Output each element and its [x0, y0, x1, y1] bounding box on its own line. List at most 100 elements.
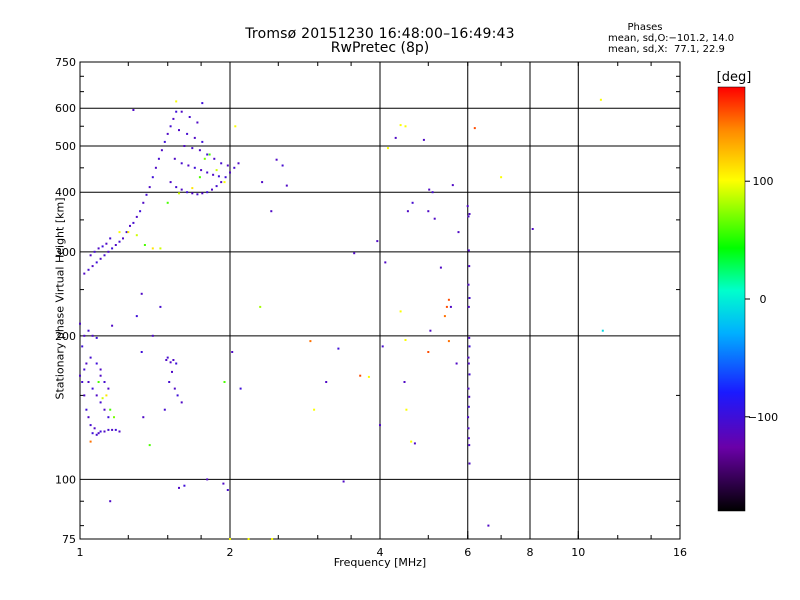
data-point [135, 315, 138, 318]
data-point [97, 381, 100, 383]
data-point [95, 394, 98, 397]
data-point [447, 340, 450, 343]
data-point [281, 164, 284, 167]
data-point [381, 345, 384, 348]
data-point [247, 538, 250, 540]
y-tick-label: 75 [62, 533, 76, 546]
data-points [79, 98, 604, 540]
data-point [447, 298, 450, 301]
data-point [160, 149, 163, 152]
data-point [135, 234, 138, 237]
data-point [439, 266, 442, 269]
colorbar-ticks: 100 0 −100 [745, 175, 778, 424]
data-point [206, 171, 209, 174]
data-point [173, 387, 176, 390]
data-point [157, 157, 160, 160]
data-point [175, 110, 178, 113]
data-point [99, 374, 102, 377]
data-point [107, 387, 110, 390]
x-tick-label: 2 [227, 546, 234, 559]
data-point [95, 433, 98, 436]
data-point [422, 138, 425, 141]
data-point [180, 162, 183, 165]
data-point [175, 100, 178, 103]
data-point [178, 486, 180, 489]
data-point [89, 424, 92, 427]
data-point [175, 186, 178, 189]
data-point [215, 169, 218, 172]
data-point [191, 147, 194, 150]
data-point [103, 381, 106, 383]
data-point [107, 250, 110, 253]
data-point [223, 181, 226, 184]
data-point [270, 210, 273, 213]
data-point [99, 401, 102, 404]
data-point [191, 192, 194, 195]
data-point [139, 210, 142, 213]
data-point [468, 444, 471, 447]
y-axis-label: Stationary phase Virtual Height [km] [53, 197, 67, 400]
data-point [79, 374, 81, 377]
data-point [183, 145, 186, 147]
x-tick-label: 16 [673, 546, 687, 559]
data-point [101, 245, 104, 248]
data-point [467, 437, 470, 440]
data-point [132, 109, 135, 111]
data-point [103, 254, 106, 257]
data-point [467, 427, 470, 430]
data-point [467, 387, 470, 390]
data-point [206, 153, 209, 156]
data-point [467, 405, 470, 408]
colorbar [717, 86, 746, 512]
data-point [97, 432, 100, 435]
data-point [113, 416, 115, 419]
data-point [85, 362, 88, 365]
data-point [105, 242, 108, 245]
data-point [176, 394, 179, 397]
data-point [109, 500, 112, 503]
data-point [457, 231, 460, 234]
phases-title: Phases [627, 22, 663, 33]
data-point [111, 247, 114, 250]
data-point [89, 356, 92, 359]
data-point [180, 188, 183, 191]
x-tick-label: 8 [527, 546, 534, 559]
data-point [309, 340, 312, 343]
data-point [467, 283, 470, 286]
data-point [142, 201, 145, 204]
data-point [403, 381, 406, 383]
data-point [468, 297, 471, 299]
data-point [196, 193, 199, 196]
data-point [433, 217, 436, 220]
data-point [237, 162, 240, 165]
x-axis-ticks: 1 2 4 6 8 10 16 [77, 62, 687, 559]
data-point [127, 231, 130, 234]
data-point [313, 408, 316, 411]
y-axis-ticks: 75 100 200 300 400 500 600 750 [55, 56, 680, 546]
data-point [95, 336, 98, 339]
data-point [449, 305, 452, 308]
data-point [101, 397, 104, 400]
data-point [145, 193, 148, 196]
data-point [172, 359, 175, 361]
data-point [188, 116, 191, 118]
data-point [165, 359, 168, 361]
data-point [109, 408, 112, 411]
data-point [445, 305, 448, 308]
data-point [166, 201, 169, 204]
data-point [196, 121, 199, 124]
data-point [215, 185, 218, 188]
data-point [411, 201, 414, 204]
data-point [107, 428, 110, 431]
data-point [125, 231, 128, 234]
chart-subtitle: RwPretec (8p) [330, 40, 430, 56]
data-point [171, 370, 173, 373]
data-point [173, 157, 176, 160]
data-point [140, 351, 143, 353]
data-point [85, 408, 88, 411]
colorbar-tick-label: 100 [753, 175, 774, 188]
data-point [198, 176, 201, 179]
data-point [399, 310, 402, 313]
data-point [81, 381, 84, 383]
